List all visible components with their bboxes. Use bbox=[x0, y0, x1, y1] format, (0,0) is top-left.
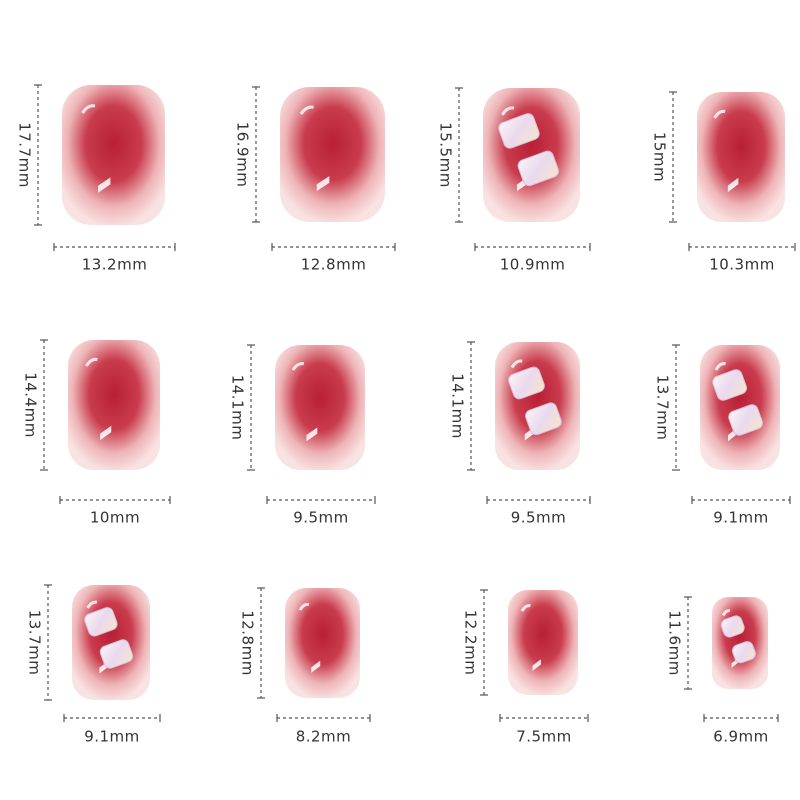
gem bbox=[712, 369, 747, 401]
height-label: 12.8mm bbox=[239, 610, 257, 676]
height-label: 13.7mm bbox=[26, 610, 44, 676]
gem bbox=[508, 366, 545, 400]
width-label: 9.1mm bbox=[84, 728, 140, 746]
gem bbox=[728, 404, 763, 436]
nail bbox=[508, 590, 578, 695]
width-label: 9.5mm bbox=[293, 509, 349, 527]
width-label: 10.3mm bbox=[709, 256, 775, 274]
height-label: 13.7mm bbox=[654, 375, 672, 441]
nail bbox=[495, 342, 580, 470]
highlight bbox=[532, 659, 541, 671]
highlight bbox=[85, 357, 98, 367]
nail bbox=[483, 88, 580, 222]
highlight bbox=[299, 105, 314, 115]
height-label: 11.6mm bbox=[666, 610, 684, 676]
width-label: 6.9mm bbox=[713, 728, 769, 746]
nail bbox=[62, 85, 165, 225]
height-label: 17.7mm bbox=[16, 122, 34, 188]
nail-item: 15mm 10.3mm bbox=[651, 91, 796, 274]
nail bbox=[697, 92, 785, 222]
highlight bbox=[86, 600, 98, 609]
nail-item: 15.5mm 10.9mm bbox=[437, 87, 591, 274]
nail-item: 13.7mm 9.1mm bbox=[26, 584, 161, 746]
height-label: 14.1mm bbox=[229, 375, 247, 441]
highlight bbox=[100, 425, 112, 441]
height-label: 15mm bbox=[651, 132, 669, 182]
highlight bbox=[291, 362, 305, 371]
highlight bbox=[721, 609, 731, 617]
nail bbox=[275, 345, 365, 470]
nail bbox=[285, 588, 360, 698]
highlight bbox=[713, 109, 726, 119]
highlight bbox=[81, 104, 96, 114]
width-label: 9.1mm bbox=[713, 509, 769, 527]
nail bbox=[68, 340, 160, 470]
width-label: 9.5mm bbox=[511, 509, 567, 527]
highlight bbox=[520, 604, 531, 612]
highlight bbox=[727, 177, 739, 193]
height-label: 16.9mm bbox=[234, 122, 252, 188]
highlight bbox=[306, 427, 318, 442]
nail-item: 11.6mm 6.9mm bbox=[666, 596, 779, 746]
gem bbox=[720, 615, 745, 638]
nail bbox=[700, 345, 780, 470]
highlight bbox=[98, 177, 111, 193]
width-label: 10mm bbox=[90, 509, 140, 527]
highlight bbox=[298, 602, 310, 611]
height-label: 14.1mm bbox=[449, 373, 467, 439]
nail-item: 14.1mm 9.5mm bbox=[229, 344, 376, 527]
nail-item: 13.7mm 9.1mm bbox=[654, 344, 791, 527]
highlight bbox=[316, 176, 330, 191]
nail-item: 12.2mm 7.5mm bbox=[462, 589, 589, 746]
gem bbox=[84, 607, 118, 637]
nail bbox=[712, 597, 768, 689]
nail-item: 16.9mm 12.8mm bbox=[234, 86, 396, 274]
width-label: 12.8mm bbox=[301, 256, 367, 274]
highlight bbox=[311, 660, 321, 673]
width-label: 10.9mm bbox=[500, 256, 566, 274]
width-label: 7.5mm bbox=[516, 728, 572, 746]
gem bbox=[517, 150, 560, 187]
gem bbox=[498, 113, 540, 149]
highlight bbox=[714, 362, 726, 371]
nail bbox=[72, 585, 150, 700]
gem bbox=[525, 402, 562, 436]
nail-item: 14.1mm 9.5mm bbox=[449, 341, 591, 527]
height-label: 12.2mm bbox=[462, 610, 480, 676]
nail-item: 12.8mm 8.2mm bbox=[239, 587, 371, 746]
height-label: 15.5mm bbox=[437, 122, 455, 188]
highlight bbox=[510, 359, 523, 369]
nail-item: 17.7mm 13.2mm bbox=[16, 84, 176, 274]
width-label: 8.2mm bbox=[296, 728, 352, 746]
width-label: 13.2mm bbox=[82, 256, 148, 274]
nail-item: 14.4mm 10mm bbox=[22, 339, 171, 527]
gem bbox=[731, 641, 756, 664]
highlight bbox=[501, 106, 515, 116]
nail bbox=[280, 87, 385, 222]
height-label: 14.4mm bbox=[22, 372, 40, 438]
gem bbox=[99, 639, 134, 669]
